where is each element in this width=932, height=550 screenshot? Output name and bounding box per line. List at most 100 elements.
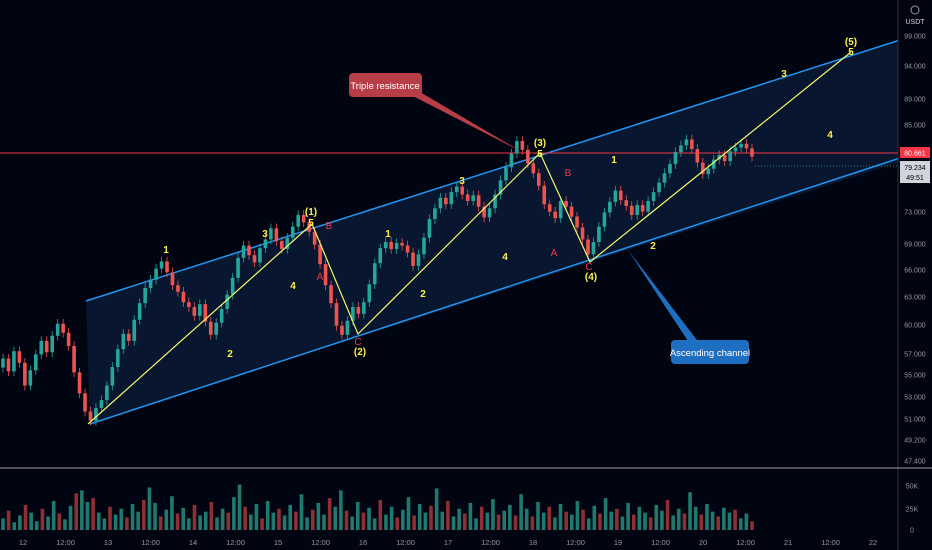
volume-bar xyxy=(530,516,535,530)
volume-bar xyxy=(192,504,197,530)
price-tick-label: 57.000 xyxy=(904,352,926,359)
volume-bar xyxy=(626,502,630,530)
volume-bar xyxy=(586,518,591,530)
candle-body xyxy=(422,237,426,255)
volume-bar xyxy=(305,517,309,530)
volume-bar xyxy=(209,501,214,530)
wave-label-A2: A xyxy=(551,248,558,259)
candle-body xyxy=(94,408,98,421)
wave-label-4c: 4 xyxy=(827,130,833,141)
volume-bar xyxy=(1,518,5,530)
volume-bar xyxy=(158,516,163,530)
price-tick-label: 99.000 xyxy=(904,34,926,41)
candle-body xyxy=(673,152,678,165)
candle-body xyxy=(334,303,339,326)
volume-bar xyxy=(170,496,174,530)
candle-body xyxy=(657,182,661,193)
candle-body xyxy=(433,208,437,220)
price-tick-label: 94.000 xyxy=(904,64,926,71)
volume-bar xyxy=(671,515,675,530)
current-price-tag xyxy=(900,161,930,183)
volume-bar xyxy=(665,500,670,530)
time-tick-label: 12:00 xyxy=(821,538,840,547)
volume-bar xyxy=(648,517,653,530)
wave-label-p4: (4) xyxy=(585,272,597,283)
time-tick-label: 14 xyxy=(189,538,197,547)
volume-bar xyxy=(395,517,400,530)
time-tick-label: 12:00 xyxy=(56,538,75,547)
volume-bar xyxy=(710,511,715,530)
price-tick-label: 85.000 xyxy=(904,123,926,130)
wave-label-2c: 2 xyxy=(650,241,656,252)
price-tick-label: 73.000 xyxy=(904,210,926,217)
wave-label-5b: 5 xyxy=(537,149,543,160)
volume-bar xyxy=(378,500,383,530)
time-tick-label: 16 xyxy=(359,538,367,547)
candle-body xyxy=(345,320,350,335)
settings-icon[interactable] xyxy=(910,5,920,15)
candle-body xyxy=(143,288,147,304)
candle-body xyxy=(280,241,284,250)
candle-body xyxy=(137,303,142,320)
candle-body xyxy=(493,194,497,209)
candle-body xyxy=(575,216,579,228)
candle-body xyxy=(700,162,705,175)
volume-bar xyxy=(401,509,405,530)
countdown-text: 49:51 xyxy=(906,175,924,182)
volume-bar xyxy=(125,517,129,530)
candle-body xyxy=(438,197,443,209)
volume-bar xyxy=(693,506,698,530)
candle-body xyxy=(679,145,683,153)
volume-bar xyxy=(18,515,22,530)
candle-body xyxy=(449,192,454,205)
candle-body xyxy=(400,242,404,246)
price-tick-label: 47.400 xyxy=(904,459,926,466)
candle-body xyxy=(405,245,410,253)
candle-body xyxy=(258,248,262,263)
wave-label-2b: 2 xyxy=(420,289,426,300)
candle-body xyxy=(465,194,470,201)
time-tick-label: 12:00 xyxy=(651,538,670,547)
candle-body xyxy=(154,268,158,280)
candle-body xyxy=(301,214,306,223)
candle-body xyxy=(285,237,290,250)
candle-body xyxy=(389,242,393,250)
candle-body xyxy=(624,200,629,206)
candle-body xyxy=(411,252,415,266)
channel-lower-line xyxy=(89,157,901,425)
candle-body xyxy=(72,346,76,373)
price-tick-label: 55.000 xyxy=(904,373,926,380)
candle-body xyxy=(252,255,257,263)
candle-body xyxy=(553,211,557,219)
volume-bar xyxy=(299,494,304,530)
candle-body xyxy=(269,228,273,240)
volume-bar xyxy=(136,511,140,530)
wave-label-p2: (2) xyxy=(354,347,366,358)
volume-bar xyxy=(705,503,709,530)
ascending-channel-text: Ascending channel xyxy=(670,348,750,359)
volume-bar xyxy=(74,493,79,530)
price-axis-panel[interactable] xyxy=(898,0,932,550)
wave-label-4b: 4 xyxy=(502,252,508,263)
volume-bar xyxy=(502,510,507,530)
time-axis[interactable]: 12 12:00 13 12:00 14 12:00 15 12:00 16 12:00 17 12:… xyxy=(19,538,877,547)
volume-bar xyxy=(412,515,416,530)
candle-body xyxy=(198,304,202,316)
volume-bar xyxy=(226,512,231,530)
wave-label-1b: 1 xyxy=(385,229,391,240)
volume-bar xyxy=(271,512,276,530)
candle-body xyxy=(12,351,16,372)
volume-bar xyxy=(260,518,264,530)
volume-bar xyxy=(119,508,124,530)
wave-label-p5: (5) xyxy=(845,37,857,48)
volume-bar xyxy=(29,512,33,530)
volume-bar xyxy=(316,502,321,530)
time-tick-label: 12:00 xyxy=(481,538,500,547)
candle-body xyxy=(602,212,607,227)
candle-body xyxy=(498,180,503,195)
candle-body xyxy=(6,358,11,372)
volume-bar xyxy=(322,514,326,530)
volume-bar xyxy=(327,498,332,530)
volume-bar xyxy=(141,500,146,530)
